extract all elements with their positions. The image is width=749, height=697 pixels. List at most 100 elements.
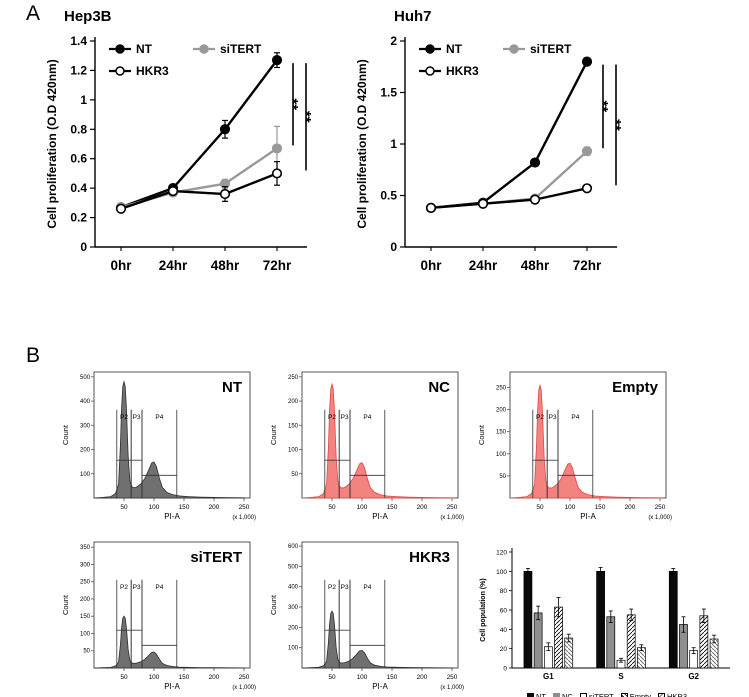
svg-text:72hr: 72hr <box>573 258 602 273</box>
svg-text:100: 100 <box>357 504 368 511</box>
svg-text:Count: Count <box>269 594 278 615</box>
svg-text:50: 50 <box>291 472 298 478</box>
cell-population-chart-block: 0 20 40 60 80 100 120 Cell population (%) G1 S G2 … <box>476 540 738 697</box>
flow-histogram-nc: 50 100 150 200 250 50 100 150 200 250 PI-A (x 1,000… <box>266 366 466 528</box>
svg-text:100: 100 <box>357 674 368 681</box>
svg-text:siTERT: siTERT <box>220 42 262 56</box>
legend-swatch-empty <box>620 693 628 697</box>
svg-text:PI-A: PI-A <box>164 682 180 691</box>
svg-text:1.2: 1.2 <box>70 63 87 77</box>
svg-text:100: 100 <box>288 646 299 652</box>
svg-text:(x 1,000): (x 1,000) <box>440 685 464 691</box>
svg-text:siTERT: siTERT <box>530 42 572 56</box>
svg-text:250: 250 <box>447 674 458 681</box>
flow-empty-chart: 50 100 150 200 250 50 100 150 200 250 PI-A (x 1,000… <box>477 371 672 521</box>
svg-text:400: 400 <box>80 399 91 405</box>
svg-text:200: 200 <box>288 625 299 631</box>
svg-text:0: 0 <box>503 666 507 673</box>
flow-nc-chart: 50 100 150 200 250 50 100 150 200 250 PI-A (x 1,000… <box>269 371 464 521</box>
svg-text:1.4: 1.4 <box>70 34 87 48</box>
legend-swatch-hkr3 <box>657 693 665 697</box>
cell-population-bar-chart: 0 20 40 60 80 100 120 Cell population (%) G1 S G2 <box>480 548 730 681</box>
svg-text:150: 150 <box>80 614 91 620</box>
svg-text:Count: Count <box>269 424 278 445</box>
svg-text:**: ** <box>297 111 314 123</box>
svg-text:**: ** <box>594 101 611 113</box>
svg-text:(x 1,000): (x 1,000) <box>648 515 672 521</box>
svg-text:0.4: 0.4 <box>70 181 87 195</box>
svg-text:NC: NC <box>428 379 450 396</box>
svg-text:(x 1,000): (x 1,000) <box>440 515 464 521</box>
legend-item-empty: Empty <box>620 692 651 697</box>
svg-text:0hr: 0hr <box>420 258 442 273</box>
svg-text:100: 100 <box>288 448 299 454</box>
svg-text:50: 50 <box>328 674 336 681</box>
svg-text:200: 200 <box>80 448 91 454</box>
svg-text:350: 350 <box>80 545 91 551</box>
svg-text:P4: P4 <box>363 414 371 421</box>
svg-text:600: 600 <box>288 544 299 550</box>
legend-swatch-nc <box>553 693 560 697</box>
svg-text:80: 80 <box>500 588 508 595</box>
svg-text:G1: G1 <box>543 672 554 681</box>
svg-text:**: ** <box>284 98 301 110</box>
svg-text:200: 200 <box>625 504 636 511</box>
flow-sitert-chart: 50 100 150 200 250 300 350 50 100 150 200 250 PI-A (x… <box>61 541 256 691</box>
svg-text:48hr: 48hr <box>211 258 240 273</box>
hep3b-chart-block: Hep3B 0 0.2 0.4 0.6 0.8 1 1.2 1.4 0hr 24hr 48hr 72h… <box>40 8 345 290</box>
svg-text:P2: P2 <box>536 414 544 421</box>
legend-label-nc: NC <box>562 692 573 697</box>
legend-swatch-sitert <box>579 693 587 697</box>
svg-text:**: ** <box>607 119 624 131</box>
svg-text:P2: P2 <box>328 414 336 421</box>
flow-histogram-empty: 50 100 150 200 250 50 100 150 200 250 PI-A (x 1,000… <box>474 366 674 528</box>
svg-text:siTERT: siTERT <box>190 549 242 566</box>
svg-text:P3: P3 <box>341 584 349 591</box>
bar-chart-legend: NT NC siTERT Empty HKR3 <box>476 692 738 697</box>
svg-text:PI-A: PI-A <box>372 682 388 691</box>
svg-text:500: 500 <box>288 564 299 570</box>
svg-text:0.2: 0.2 <box>70 211 87 225</box>
svg-text:Count: Count <box>477 424 486 445</box>
svg-text:Count: Count <box>61 594 70 615</box>
svg-text:150: 150 <box>288 423 299 429</box>
legend-item-nt: NT <box>527 692 546 697</box>
svg-text:250: 250 <box>655 504 666 511</box>
panel-a-label: A <box>26 2 41 25</box>
svg-text:PI-A: PI-A <box>164 512 180 521</box>
svg-text:50: 50 <box>499 474 506 480</box>
svg-text:P3: P3 <box>549 414 557 421</box>
svg-text:60: 60 <box>500 608 508 615</box>
svg-text:Cell proliferation (O.D 420nm): Cell proliferation (O.D 420nm) <box>45 59 59 228</box>
panel-b-label: B <box>26 344 41 367</box>
svg-text:250: 250 <box>447 504 458 511</box>
svg-text:S: S <box>618 672 624 681</box>
svg-text:200: 200 <box>417 504 428 511</box>
svg-text:200: 200 <box>209 504 220 511</box>
svg-text:250: 250 <box>80 580 91 586</box>
svg-text:50: 50 <box>120 674 128 681</box>
svg-text:300: 300 <box>80 562 91 568</box>
svg-text:P3: P3 <box>341 414 349 421</box>
svg-text:P4: P4 <box>155 584 163 591</box>
svg-text:0.6: 0.6 <box>70 152 87 166</box>
svg-text:PI-A: PI-A <box>372 512 388 521</box>
svg-text:NT: NT <box>136 42 153 56</box>
svg-text:300: 300 <box>80 423 91 429</box>
legend-label-nt: NT <box>536 692 546 697</box>
svg-text:100: 100 <box>496 569 507 576</box>
legend-item-hkr3: HKR3 <box>657 692 687 697</box>
svg-text:HKR3: HKR3 <box>136 64 169 78</box>
legend-swatch-nt <box>527 693 534 697</box>
svg-text:HKR3: HKR3 <box>409 549 450 566</box>
flow-histogram-sitert: 50 100 150 200 250 300 350 50 100 150 200 250 PI-A (x… <box>58 536 258 697</box>
svg-text:150: 150 <box>496 430 507 436</box>
svg-text:P2: P2 <box>328 584 336 591</box>
svg-text:P3: P3 <box>133 414 141 421</box>
svg-text:100: 100 <box>149 504 160 511</box>
huh7-chart-title: Huh7 <box>394 8 432 25</box>
svg-text:0hr: 0hr <box>110 258 132 273</box>
svg-text:200: 200 <box>417 674 428 681</box>
svg-text:HKR3: HKR3 <box>446 64 479 78</box>
svg-text:48hr: 48hr <box>521 258 550 273</box>
